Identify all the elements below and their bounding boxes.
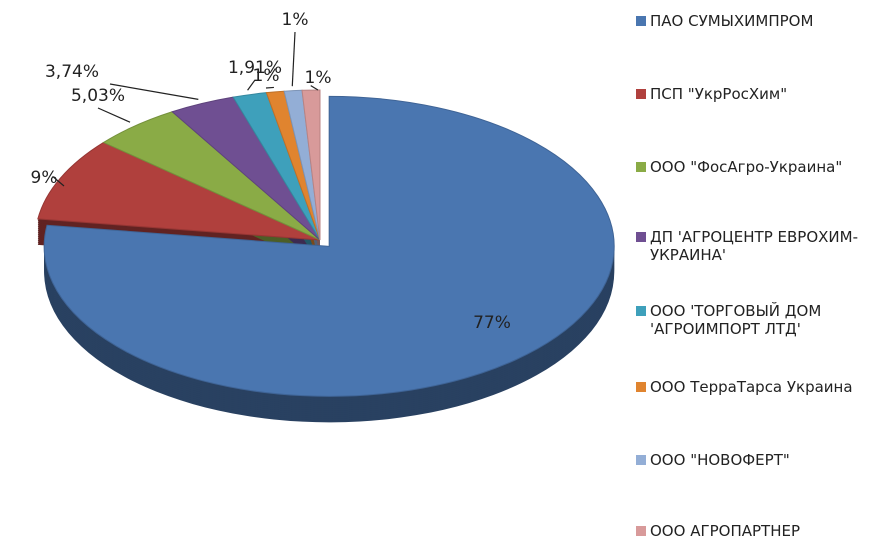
legend-label: ДП 'АГРОЦЕНТР ЕВРОХИМ-УКРАИНА' <box>650 228 859 264</box>
leader-line <box>310 85 319 91</box>
legend-item: ООО АГРОПАРТНЕР <box>636 522 890 540</box>
legend-item: ООО ТерраТарса Украина <box>636 378 890 396</box>
legend-item: ООО "ФосАгро-Украина" <box>636 158 890 176</box>
legend-swatch <box>636 455 646 465</box>
legend-item: ООО 'ТОРГОВЫЙ ДОМ 'АГРОИМПОРТ ЛТД' <box>636 302 890 338</box>
legend-label: ПАО СУМЫХИМПРОМ <box>650 12 814 30</box>
legend-item: ДП 'АГРОЦЕНТР ЕВРОХИМ-УКРАИНА' <box>636 228 890 264</box>
slice <box>301 89 321 241</box>
legend-swatch <box>636 306 646 316</box>
legend-item: ПСП "УкрРосХим" <box>636 85 890 103</box>
legend-label: ООО "НОВОФЕРТ" <box>650 451 790 469</box>
legend-label: ООО ТерраТарса Украина <box>650 378 853 396</box>
legend-item: ООО "НОВОФЕРТ" <box>636 451 890 469</box>
data-label: 3,74% <box>45 62 99 82</box>
legend-swatch <box>636 162 646 172</box>
data-label: 77% <box>473 313 511 333</box>
leader-line <box>247 79 256 91</box>
legend-label: ПСП "УкрРосХим" <box>650 85 788 103</box>
data-label: 5,03% <box>71 86 125 106</box>
leader-line <box>291 31 296 87</box>
legend-swatch <box>636 526 646 536</box>
chart: 77%9%5,03%3,74% 1,91%1%1%1% <box>31 10 615 423</box>
legend-label: ООО 'ТОРГОВЫЙ ДОМ 'АГРОИМПОРТ ЛТД' <box>650 302 822 338</box>
legend-label: ООО АГРОПАРТНЕР <box>650 522 800 540</box>
leader-line <box>109 83 199 100</box>
data-label: 1,91% <box>228 58 282 78</box>
legend-item: ПАО СУМЫХИМПРОМ <box>636 12 890 30</box>
leader-line <box>97 107 131 123</box>
leader-line <box>52 175 65 187</box>
legend-swatch <box>636 232 646 242</box>
data-label: 1% <box>305 68 332 88</box>
slice <box>37 141 321 241</box>
legend-swatch <box>636 382 646 392</box>
legend-label: ООО "ФосАгро-Украина" <box>650 158 843 176</box>
data-label: 1% <box>282 10 309 30</box>
leader-line <box>265 86 274 89</box>
legend-swatch <box>636 16 646 26</box>
legend-swatch <box>636 89 646 99</box>
data-label: 1% <box>253 66 280 86</box>
slice <box>43 95 615 397</box>
data-label: 9% <box>31 168 58 188</box>
